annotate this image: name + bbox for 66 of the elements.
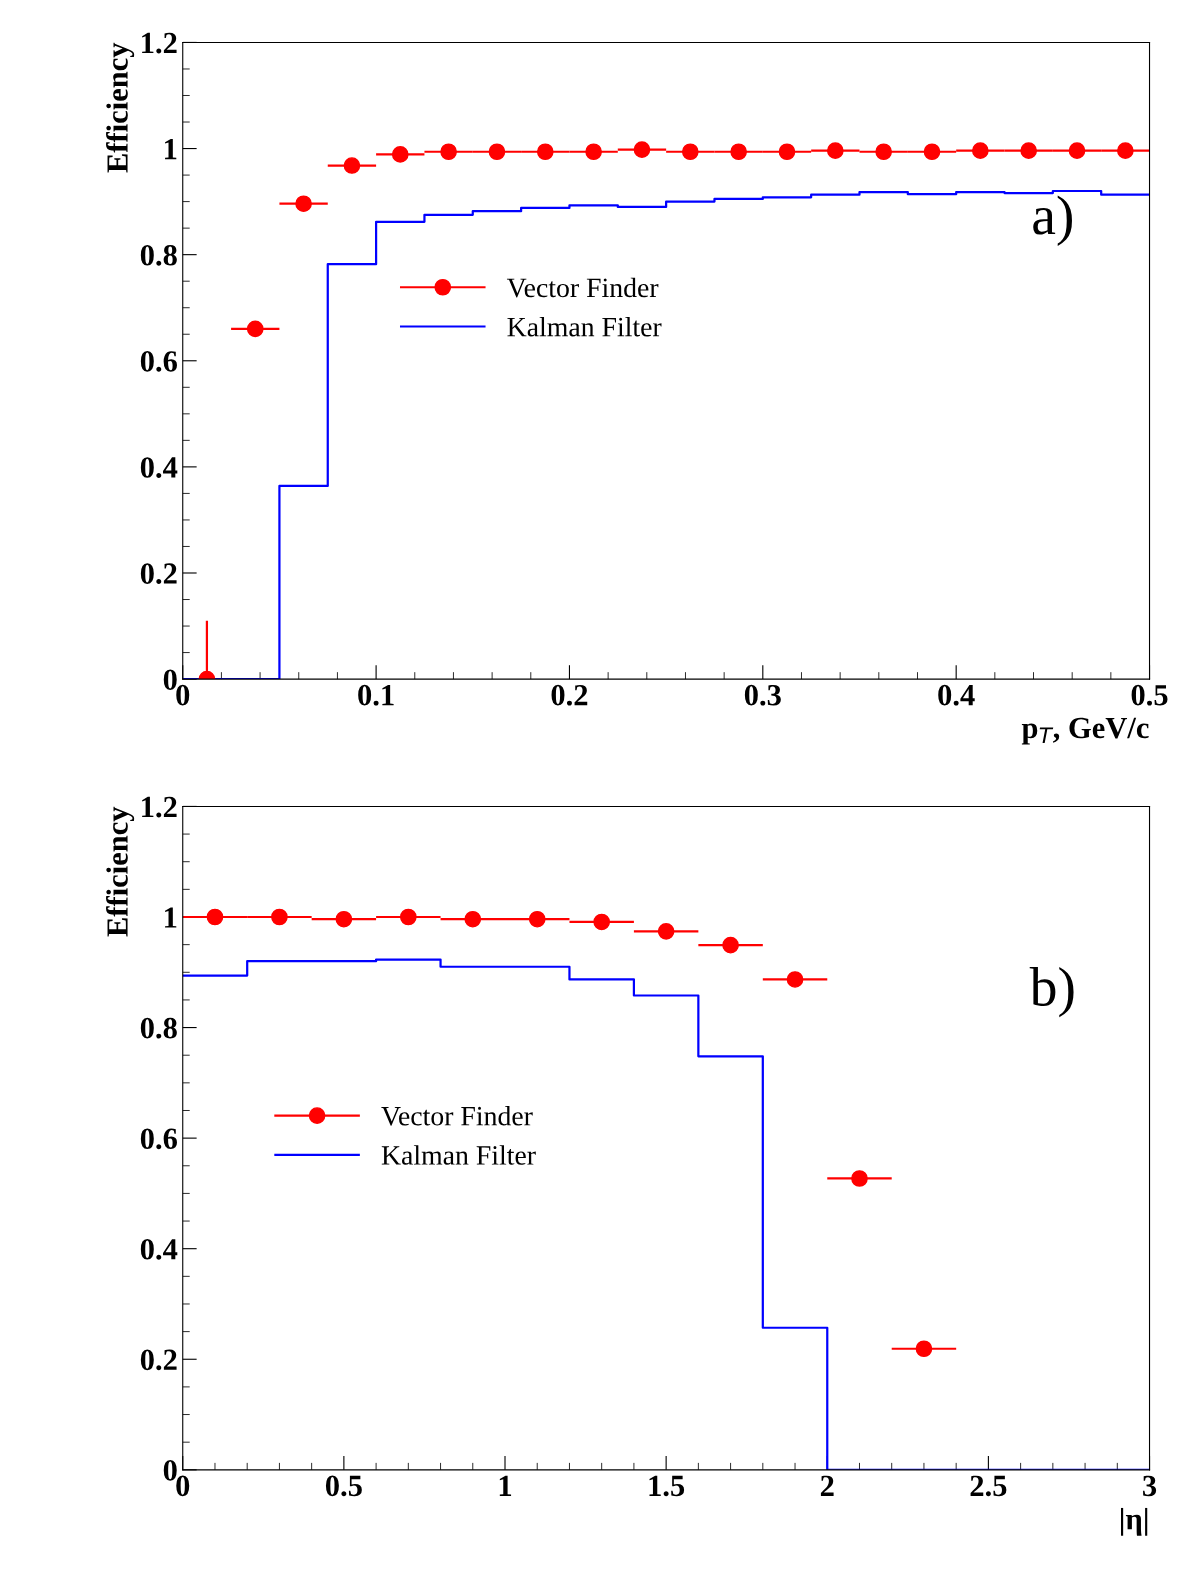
annotation: b) bbox=[1029, 966, 1074, 1018]
y-tick-label: 0.8 bbox=[140, 244, 177, 266]
y-tick-label: 0.6 bbox=[140, 1128, 177, 1150]
point bbox=[464, 910, 482, 928]
x-tick-label: 2.5 bbox=[970, 1475, 1007, 1497]
point bbox=[585, 143, 602, 161]
x-tick-label: 1.5 bbox=[649, 1475, 685, 1497]
y-tick-label: 1.2 bbox=[142, 796, 177, 818]
point bbox=[915, 1340, 933, 1358]
x-tick-label: 1 bbox=[499, 1475, 512, 1496]
point bbox=[399, 908, 417, 926]
point bbox=[488, 143, 506, 161]
point bbox=[335, 910, 353, 928]
point bbox=[722, 936, 739, 954]
legend-label: Kalman Filter bbox=[507, 316, 662, 337]
x-tick-label: 2 bbox=[820, 1475, 834, 1496]
point bbox=[633, 141, 651, 158]
point bbox=[440, 143, 457, 161]
y-tick-label: 0.2 bbox=[140, 563, 177, 585]
point bbox=[1068, 142, 1086, 160]
point bbox=[391, 146, 409, 163]
point bbox=[295, 195, 312, 213]
point bbox=[778, 143, 796, 161]
point bbox=[657, 923, 675, 940]
legend-label: Vector Finder bbox=[381, 1105, 533, 1126]
y-tick-label: 1 bbox=[165, 907, 177, 928]
y-axis-title: Efficiency bbox=[106, 42, 135, 173]
legend-label: Vector Finder bbox=[506, 277, 659, 298]
x-tick-label: 0.1 bbox=[358, 684, 394, 706]
point bbox=[786, 971, 804, 988]
y-tick-label: 1.2 bbox=[142, 32, 177, 54]
point bbox=[593, 913, 611, 931]
y-tick-label: 0.4 bbox=[140, 1238, 178, 1260]
point bbox=[1020, 142, 1038, 160]
legend-label: Kalman Filter bbox=[381, 1145, 536, 1165]
point bbox=[206, 908, 224, 926]
point bbox=[246, 320, 264, 338]
y-tick-label: 0 bbox=[163, 1460, 177, 1481]
x-tick-label: 0.5 bbox=[1131, 684, 1168, 706]
point bbox=[923, 143, 941, 161]
point bbox=[851, 1170, 868, 1187]
y-tick-label: 1 bbox=[165, 138, 177, 160]
y-tick-label: 0.4 bbox=[140, 457, 178, 478]
point bbox=[972, 142, 989, 160]
point bbox=[681, 143, 699, 161]
point bbox=[826, 142, 844, 160]
y-tick-label: 0.8 bbox=[140, 1017, 177, 1039]
x-tick-label: 0.3 bbox=[744, 684, 781, 706]
point bbox=[536, 143, 554, 161]
point bbox=[528, 910, 546, 928]
x-axis-title: |η| bbox=[1121, 1507, 1148, 1536]
point bbox=[875, 143, 892, 161]
x-tick-label: 3 bbox=[1143, 1475, 1157, 1497]
x-tick-label: 0.2 bbox=[551, 684, 588, 706]
y-tick-label: 0 bbox=[163, 669, 177, 691]
y-tick-label: 0.2 bbox=[140, 1349, 177, 1371]
x-tick-label: 0.4 bbox=[938, 684, 975, 706]
y-axis-title: Efficiency bbox=[106, 806, 135, 937]
point bbox=[271, 908, 288, 926]
x-axis-title: p$_{T}$, GeV/c bbox=[1021, 717, 1149, 745]
y-tick-label: 0.6 bbox=[140, 351, 177, 372]
point bbox=[343, 157, 361, 174]
annotation: a) bbox=[1033, 195, 1072, 246]
point bbox=[1117, 142, 1134, 160]
x-tick-label: 0.5 bbox=[325, 1475, 362, 1497]
point bbox=[730, 143, 747, 161]
